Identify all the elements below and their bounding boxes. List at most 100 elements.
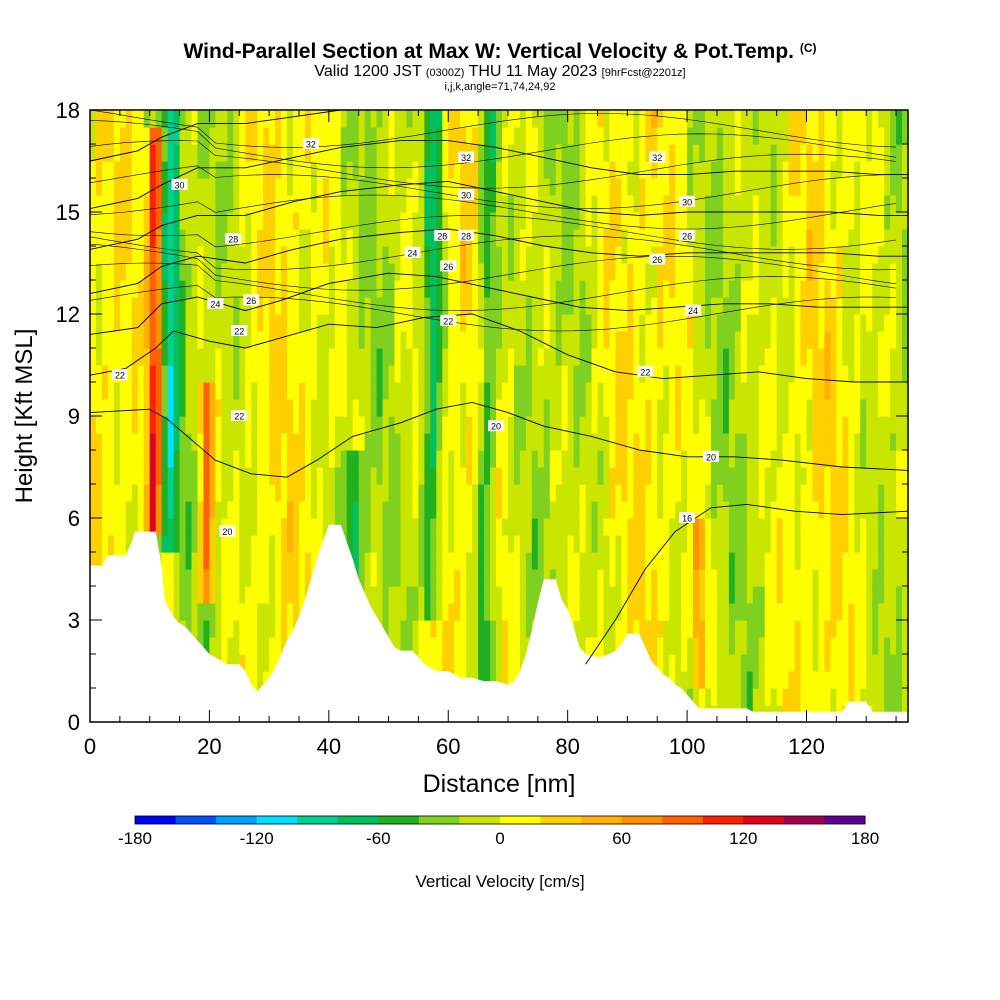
velocity-cell — [537, 246, 545, 264]
velocity-cell — [328, 280, 336, 298]
velocity-cell — [567, 365, 575, 383]
velocity-cell — [585, 399, 593, 417]
velocity-cell — [167, 195, 175, 213]
velocity-cell — [418, 195, 425, 213]
velocity-cell — [107, 348, 115, 366]
velocity-cell — [740, 688, 748, 706]
velocity-cell — [388, 178, 396, 196]
velocity-cell — [675, 654, 682, 672]
velocity-cell — [758, 382, 766, 400]
velocity-cell — [161, 144, 169, 162]
velocity-cell — [424, 348, 431, 366]
velocity-cell — [227, 586, 234, 604]
velocity-cell — [239, 212, 246, 230]
velocity-cell — [370, 348, 378, 366]
velocity-cell — [896, 127, 903, 145]
velocity-cell — [275, 620, 282, 638]
velocity-cell — [842, 348, 849, 366]
velocity-cell — [167, 246, 175, 264]
velocity-cell — [281, 518, 288, 536]
velocity-cell — [346, 144, 354, 162]
velocity-cell — [597, 501, 605, 519]
velocity-cell — [304, 161, 312, 179]
velocity-cell — [591, 552, 599, 570]
velocity-cell — [304, 110, 312, 128]
velocity-cell — [293, 348, 300, 366]
velocity-cell — [203, 450, 211, 468]
velocity-cell — [687, 246, 694, 264]
velocity-cell — [627, 484, 634, 502]
velocity-cell — [221, 382, 228, 400]
velocity-cell — [752, 501, 760, 519]
velocity-cell — [788, 331, 796, 349]
velocity-cell — [573, 586, 581, 604]
velocity-cell — [513, 603, 521, 621]
velocity-cell — [137, 518, 145, 536]
velocity-cell — [669, 229, 676, 247]
velocity-cell — [830, 603, 837, 621]
velocity-cell — [615, 365, 622, 383]
velocity-cell — [131, 365, 139, 383]
velocity-cell — [824, 348, 831, 366]
velocity-cell — [173, 331, 181, 349]
velocity-cell — [573, 484, 581, 502]
velocity-cell — [597, 450, 605, 468]
velocity-cell — [412, 195, 419, 213]
velocity-cell — [400, 229, 408, 247]
velocity-cell — [519, 620, 527, 638]
velocity-cell — [328, 348, 336, 366]
velocity-cell — [304, 569, 312, 587]
velocity-cell — [275, 586, 282, 604]
velocity-cell — [484, 552, 491, 570]
velocity-cell — [848, 552, 855, 570]
velocity-cell — [382, 110, 390, 128]
velocity-cell — [143, 365, 151, 383]
velocity-cell — [663, 280, 670, 298]
velocity-cell — [788, 620, 796, 638]
velocity-cell — [442, 161, 449, 179]
velocity-cell — [179, 246, 187, 264]
velocity-cell — [245, 501, 252, 519]
velocity-cell — [681, 144, 688, 162]
velocity-cell — [334, 450, 342, 468]
velocity-cell — [788, 161, 796, 179]
velocity-cell — [167, 552, 175, 570]
velocity-cell — [281, 365, 288, 383]
velocity-cell — [131, 161, 139, 179]
velocity-cell — [704, 195, 712, 213]
theta-contour-line — [89, 285, 897, 332]
velocity-cell — [507, 246, 515, 264]
velocity-cell — [185, 246, 193, 264]
velocity-cell — [496, 144, 503, 162]
velocity-cell — [155, 535, 163, 553]
velocity-cell — [758, 212, 766, 230]
velocity-cell — [525, 399, 533, 417]
velocity-cell — [537, 229, 545, 247]
velocity-cell — [531, 178, 539, 196]
velocity-cell — [710, 365, 718, 383]
velocity-cell — [842, 246, 849, 264]
velocity-cell — [209, 229, 216, 247]
velocity-cell — [346, 501, 354, 519]
velocity-cell — [334, 433, 342, 451]
velocity-cell — [412, 229, 419, 247]
velocity-cell — [412, 518, 419, 536]
velocity-cell — [693, 178, 700, 196]
velocity-cell — [633, 144, 640, 162]
velocity-cell — [531, 365, 539, 383]
velocity-cell — [866, 467, 873, 485]
velocity-cell — [406, 229, 414, 247]
velocity-cell — [555, 195, 563, 213]
velocity-cell — [806, 450, 814, 468]
velocity-cell — [436, 348, 443, 366]
velocity-cell — [579, 365, 587, 383]
velocity-cell — [161, 212, 169, 230]
velocity-cell — [430, 178, 437, 196]
velocity-cell — [269, 416, 276, 434]
velocity-cell — [591, 382, 599, 400]
velocity-cell — [490, 314, 497, 332]
velocity-cell — [328, 110, 336, 128]
velocity-cell — [669, 416, 676, 434]
velocity-cell — [830, 569, 837, 587]
velocity-cell — [245, 110, 252, 128]
